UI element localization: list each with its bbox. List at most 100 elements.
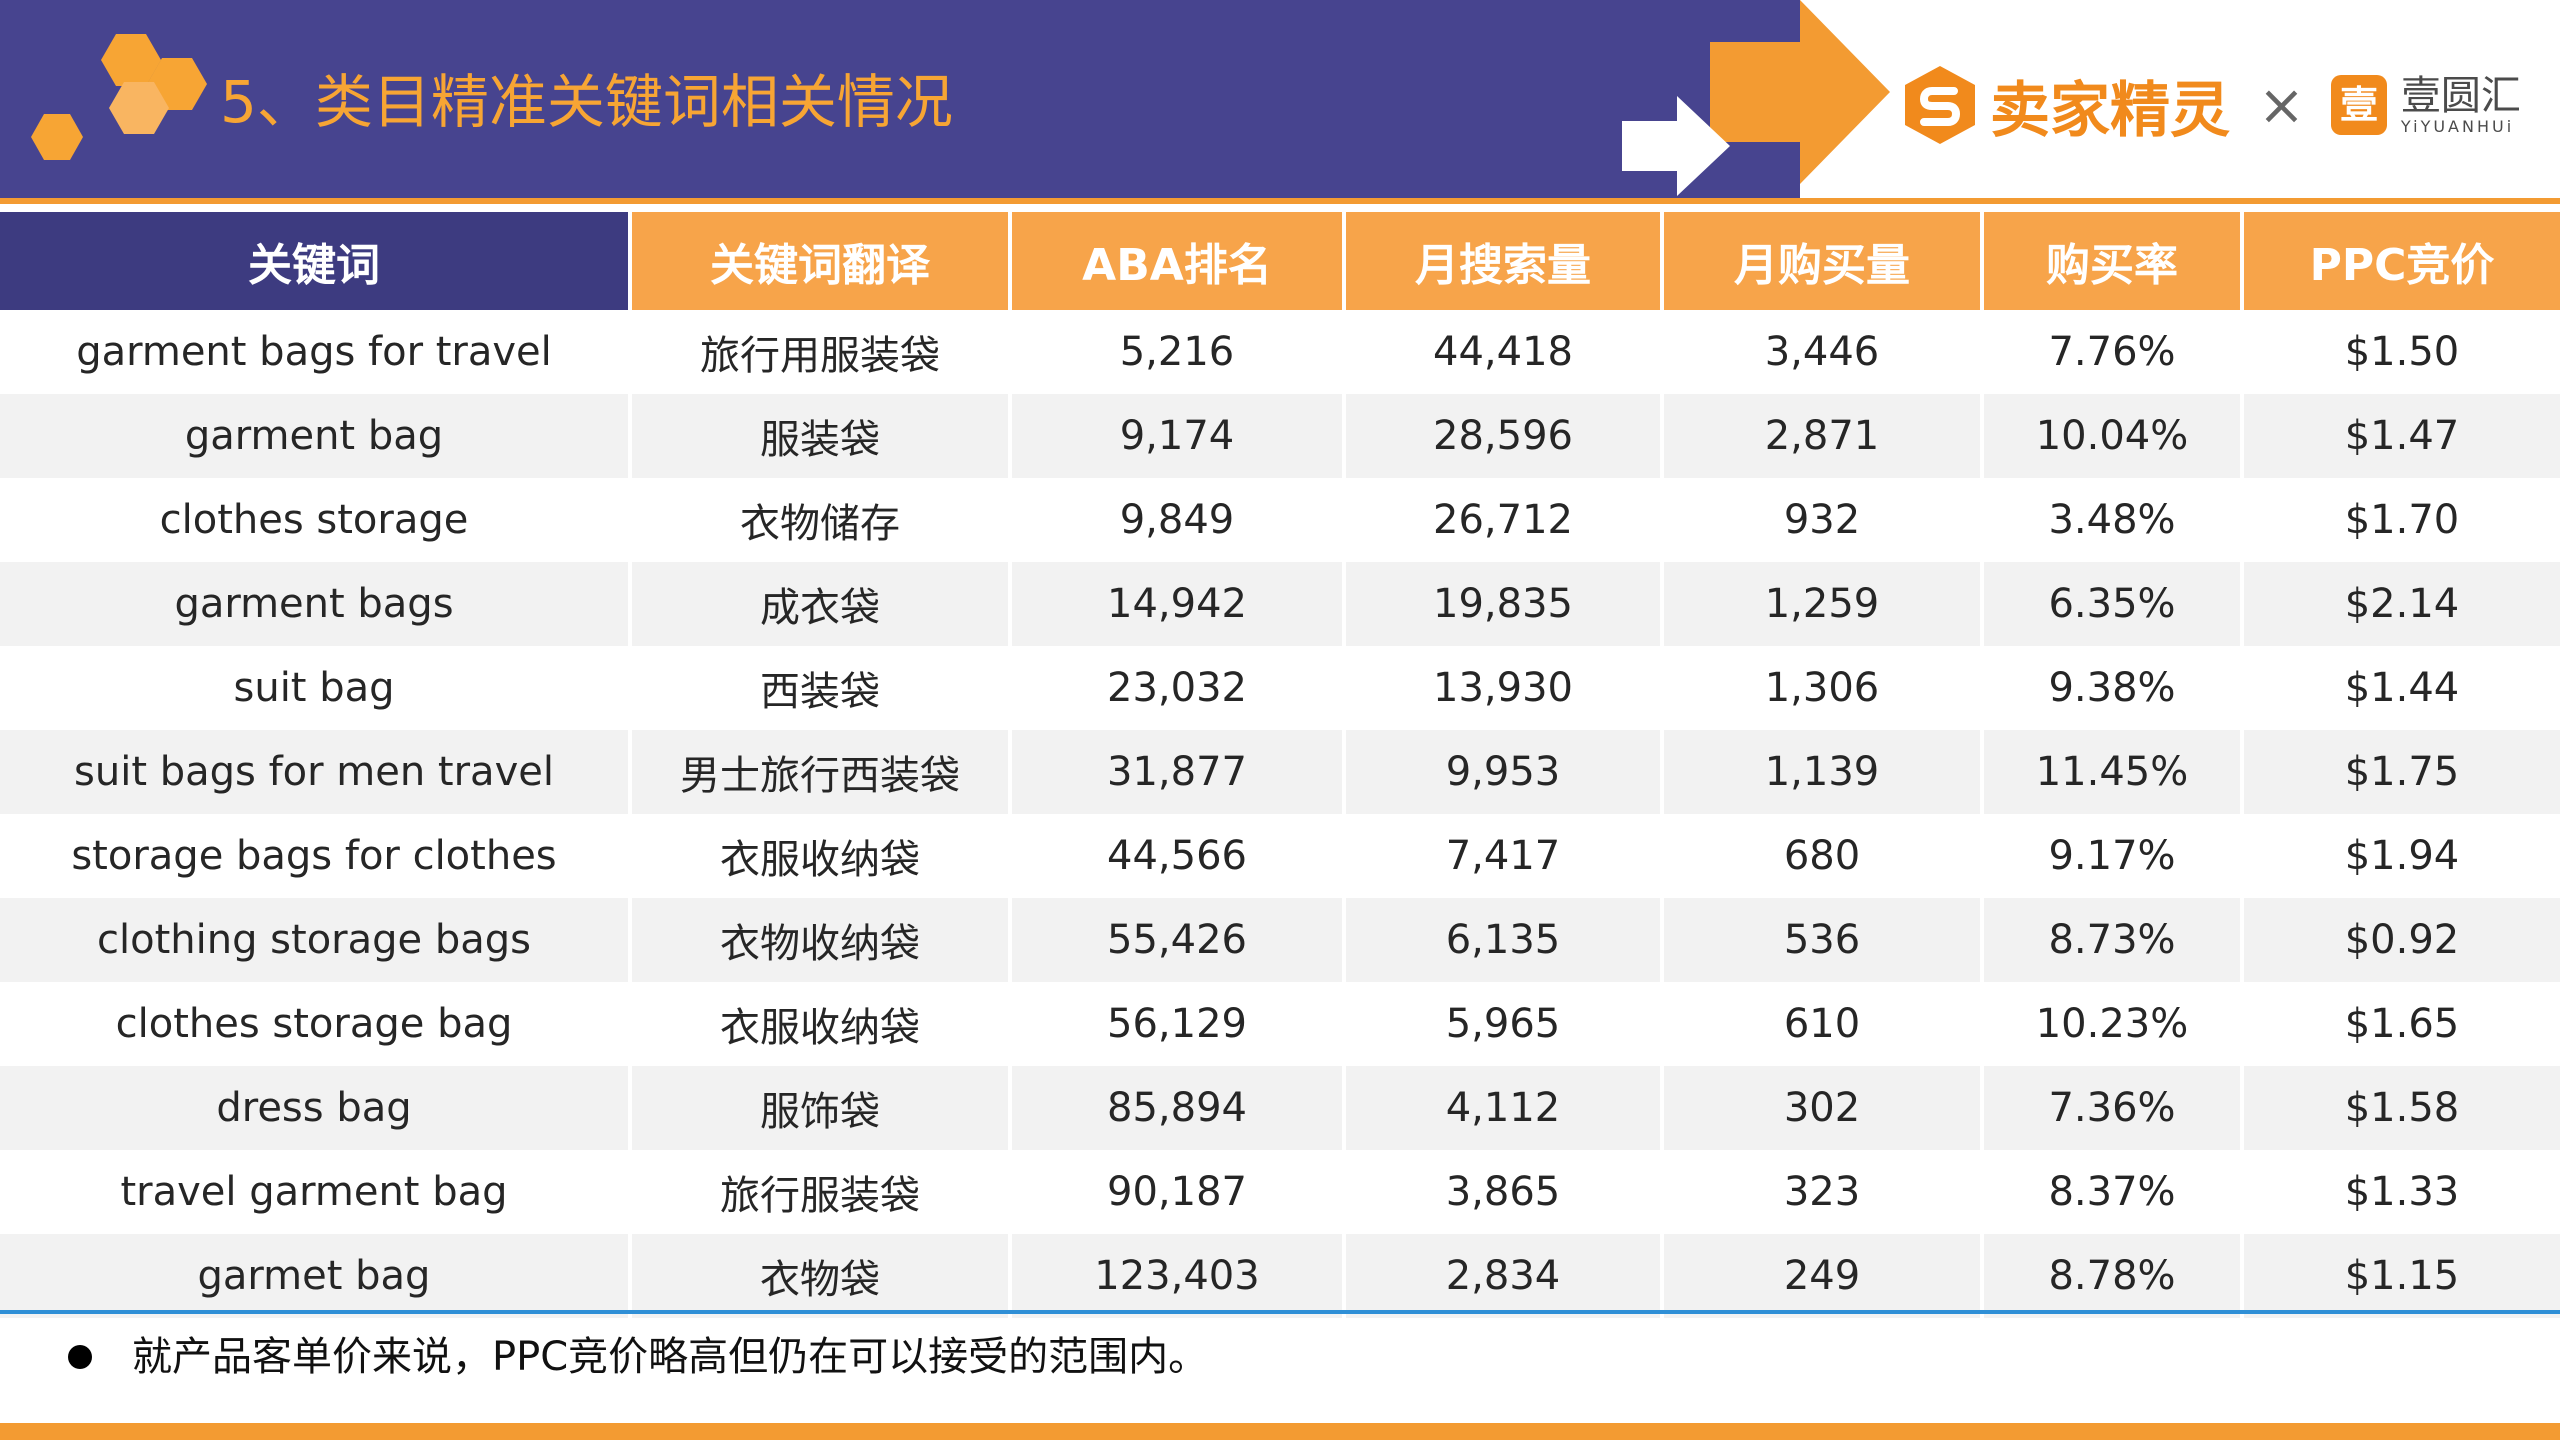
cell-aba-rank: 14,942 xyxy=(1008,562,1344,646)
hexagon-cluster-icon xyxy=(31,34,207,160)
cell-monthly-purchase: 323 xyxy=(1660,1150,1982,1234)
cell-monthly-purchase: 1,259 xyxy=(1660,562,1982,646)
table-row: garmet bag 衣物袋 123,403 2,834 249 8.78% $1.15 xyxy=(0,1234,2560,1318)
cell-monthly-search: 19,835 xyxy=(1342,562,1662,646)
table-row: suit bag 西装袋 23,032 13,930 1,306 9.38% $1.44 xyxy=(0,646,2560,730)
cell-purchase-rate: 3.48% xyxy=(1980,478,2242,562)
footer-bar xyxy=(0,1423,2560,1440)
keyword-table: 关键词 关键词翻译 ABA排名 月搜索量 月购买量 购买率 PPC竞价 garm… xyxy=(0,212,2560,1318)
table-row: dress bag 服饰袋 85,894 4,112 302 7.36% $1.58 xyxy=(0,1066,2560,1150)
cell-aba-rank: 85,894 xyxy=(1008,1066,1344,1150)
cell-monthly-search: 44,418 xyxy=(1342,310,1662,394)
header-band xyxy=(0,0,1800,198)
partner-name-en: YiYUANHUi xyxy=(2400,117,2515,136)
cell-monthly-search: 3,865 xyxy=(1342,1150,1662,1234)
cell-ppc-bid: $2.14 xyxy=(2240,562,2560,646)
cell-monthly-search: 9,953 xyxy=(1342,730,1662,814)
cell-aba-rank: 5,216 xyxy=(1008,310,1344,394)
header-aba-rank: ABA排名 xyxy=(1008,212,1344,310)
cell-translation: 衣服收纳袋 xyxy=(628,814,1010,898)
header-monthly-purchase: 月购买量 xyxy=(1660,212,1982,310)
cell-translation: 西装袋 xyxy=(628,646,1010,730)
partner-logo: 壹 壹圆汇 YiYUANHUi xyxy=(2329,73,2521,137)
cell-purchase-rate: 7.76% xyxy=(1980,310,2242,394)
cell-monthly-purchase: 1,139 xyxy=(1660,730,1982,814)
cell-keyword: dress bag xyxy=(0,1066,630,1150)
header-keyword: 关键词 xyxy=(0,212,630,310)
cell-purchase-rate: 9.38% xyxy=(1980,646,2242,730)
cell-monthly-purchase: 1,306 xyxy=(1660,646,1982,730)
cell-purchase-rate: 7.36% xyxy=(1980,1066,2242,1150)
cell-keyword: travel garment bag xyxy=(0,1150,630,1234)
cell-aba-rank: 9,174 xyxy=(1008,394,1344,478)
cell-purchase-rate: 8.73% xyxy=(1980,898,2242,982)
cell-monthly-purchase: 3,446 xyxy=(1660,310,1982,394)
cell-monthly-search: 5,965 xyxy=(1342,982,1662,1066)
cell-translation: 旅行用服装袋 xyxy=(628,310,1010,394)
cell-translation: 衣物储存 xyxy=(628,478,1010,562)
cell-keyword: garment bags for travel xyxy=(0,310,630,394)
cell-ppc-bid: $0.92 xyxy=(2240,898,2560,982)
cell-ppc-bid: $1.94 xyxy=(2240,814,2560,898)
cell-ppc-bid: $1.33 xyxy=(2240,1150,2560,1234)
cell-monthly-purchase: 302 xyxy=(1660,1066,1982,1150)
table-row: clothing storage bags 衣物收纳袋 55,426 6,135 536… xyxy=(0,898,2560,982)
cell-keyword: suit bag xyxy=(0,646,630,730)
cell-keyword: suit bags for men travel xyxy=(0,730,630,814)
cell-purchase-rate: 8.78% xyxy=(1980,1234,2242,1318)
note-text: 就产品客单价来说，PPC竞价略高但仍在可以接受的范围内。 xyxy=(132,1334,1209,1380)
table-row: garment bag 服装袋 9,174 28,596 2,871 10.04% $1.4… xyxy=(0,394,2560,478)
cell-monthly-purchase: 932 xyxy=(1660,478,1982,562)
table-row: garment bags 成衣袋 14,942 19,835 1,259 6.35% $2.… xyxy=(0,562,2560,646)
brand-area: 卖家精灵 × 壹 壹圆汇 YiYUANHUi xyxy=(1902,60,2521,150)
brand-logo-icon xyxy=(1905,66,1975,144)
table-row: travel garment bag 旅行服装袋 90,187 3,865 323 8.3… xyxy=(0,1150,2560,1234)
table-row: garment bags for travel 旅行用服装袋 5,216 44,418… xyxy=(0,310,2560,394)
cell-aba-rank: 23,032 xyxy=(1008,646,1344,730)
cell-ppc-bid: $1.58 xyxy=(2240,1066,2560,1150)
cell-purchase-rate: 6.35% xyxy=(1980,562,2242,646)
table-bottom-divider xyxy=(0,1310,2560,1314)
cell-keyword: storage bags for clothes xyxy=(0,814,630,898)
cell-aba-rank: 56,129 xyxy=(1008,982,1344,1066)
cell-monthly-search: 6,135 xyxy=(1342,898,1662,982)
cell-monthly-purchase: 680 xyxy=(1660,814,1982,898)
cell-translation: 旅行服装袋 xyxy=(628,1150,1010,1234)
cell-translation: 衣物收纳袋 xyxy=(628,898,1010,982)
table-row: storage bags for clothes 衣服收纳袋 44,566 7,417… xyxy=(0,814,2560,898)
table-row: clothes storage 衣物储存 9,849 26,712 932 3.48% $1… xyxy=(0,478,2560,562)
cell-monthly-purchase: 249 xyxy=(1660,1234,1982,1318)
page-title: 5、类目精准关键词相关情况 xyxy=(220,68,953,136)
cell-ppc-bid: $1.47 xyxy=(2240,394,2560,478)
cell-translation: 衣物袋 xyxy=(628,1234,1010,1318)
cell-purchase-rate: 9.17% xyxy=(1980,814,2242,898)
cell-purchase-rate: 8.37% xyxy=(1980,1150,2242,1234)
brand-name: 卖家精灵 xyxy=(1990,75,2230,146)
cell-translation: 服饰袋 xyxy=(628,1066,1010,1150)
cell-purchase-rate: 10.23% xyxy=(1980,982,2242,1066)
partner-glyph: 壹 xyxy=(2340,83,2378,127)
cell-translation: 服装袋 xyxy=(628,394,1010,478)
cell-monthly-search: 26,712 xyxy=(1342,478,1662,562)
cell-ppc-bid: $1.50 xyxy=(2240,310,2560,394)
cell-monthly-search: 28,596 xyxy=(1342,394,1662,478)
header-translation: 关键词翻译 xyxy=(628,212,1010,310)
cell-ppc-bid: $1.65 xyxy=(2240,982,2560,1066)
cell-translation: 衣服收纳袋 xyxy=(628,982,1010,1066)
cell-aba-rank: 44,566 xyxy=(1008,814,1344,898)
cell-keyword: garmet bag xyxy=(0,1234,630,1318)
cell-monthly-purchase: 536 xyxy=(1660,898,1982,982)
cell-ppc-bid: $1.75 xyxy=(2240,730,2560,814)
cell-monthly-search: 2,834 xyxy=(1342,1234,1662,1318)
table-header-row: 关键词 关键词翻译 ABA排名 月搜索量 月购买量 购买率 PPC竞价 xyxy=(0,212,2560,310)
header-monthly-search: 月搜索量 xyxy=(1342,212,1662,310)
bullet-dot-icon xyxy=(68,1345,92,1369)
cell-translation: 成衣袋 xyxy=(628,562,1010,646)
note: 就产品客单价来说，PPC竞价略高但仍在可以接受的范围内。 xyxy=(68,1322,1208,1392)
cell-monthly-search: 4,112 xyxy=(1342,1066,1662,1150)
header-divider xyxy=(0,198,2560,204)
partner-logo-icon: 壹 xyxy=(2330,75,2387,135)
cell-aba-rank: 9,849 xyxy=(1008,478,1344,562)
cell-translation: 男士旅行西装袋 xyxy=(628,730,1010,814)
cell-ppc-bid: $1.15 xyxy=(2240,1234,2560,1318)
